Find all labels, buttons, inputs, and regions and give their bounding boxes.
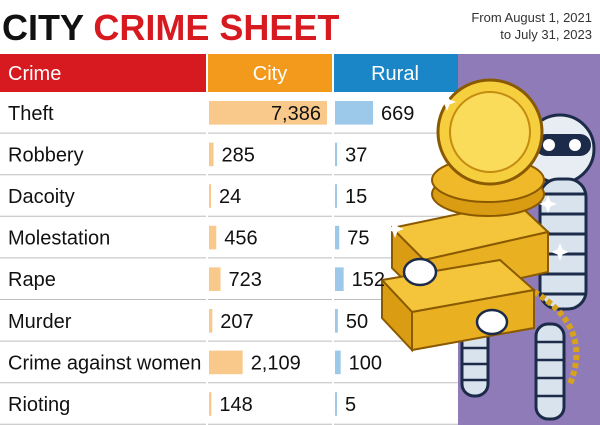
city-bar [209,350,243,375]
category-label: Murder [8,311,72,333]
rural-bar [335,225,340,250]
rural-value-label: 5 [345,394,356,416]
rural-bar [335,184,337,208]
col-header-crime: Crime [8,63,61,85]
rural-value-label: 15 [345,186,367,208]
rural-bar [335,309,338,333]
col-header-bg-rural [333,54,458,92]
city-value-label: 723 [229,269,262,291]
gold-robot-illustration [379,78,596,421]
date-line-1: From August 1, 2021 [471,10,592,25]
city-value-label: 207 [220,311,253,333]
robot-eye-right [569,139,581,151]
rural-value-label: 669 [381,103,414,125]
city-bar [209,225,217,250]
sparkle-icon [438,93,456,111]
city-bar [209,184,211,208]
rural-value-label: 37 [345,144,367,166]
city-value-label: 7,386 [271,103,321,125]
rural-value-label: 100 [349,352,382,374]
robot-leg-right [534,322,566,421]
category-label: Robbery [8,144,84,166]
col-header-city: City [253,63,287,85]
sparkle-icon [386,220,404,238]
date-range: From August 1, 2021 to July 31, 2023 [471,9,592,43]
category-label: Rioting [8,394,70,416]
city-bar [209,101,327,125]
city-value-label: 456 [224,228,257,250]
title-crime-sheet: CRIME SHEET [93,7,340,48]
rural-bar [335,101,373,125]
city-bar [209,267,221,291]
robot-eye-left [543,139,555,151]
rural-bar [335,267,344,291]
city-bar [209,309,213,333]
category-label: Rape [8,269,56,291]
col-header-bg-crime [0,54,207,92]
sparkle-icon [539,195,557,213]
rural-bar [335,142,338,167]
rural-bar [335,350,341,375]
category-label: Dacoity [8,186,75,208]
city-value-label: 24 [219,186,241,208]
rural-value-label: 50 [346,311,368,333]
date-line-2: to July 31, 2023 [500,27,592,42]
sparkle-icon [551,243,569,261]
city-value-label: 2,109 [251,352,301,374]
col-header-bg-city [207,54,333,92]
header: CITY CRIME SHEET From August 1, 2021 to … [0,0,600,54]
rural-bar [335,392,337,416]
category-label: Crime against women [8,352,201,374]
gold-coin-inner [449,91,531,173]
category-label: Theft [8,103,54,125]
rural-value-label: 152 [352,269,385,291]
city-value-label: 148 [219,394,252,416]
city-value-label: 285 [222,144,255,166]
crime-table: Crime City Rural Theft 7,386 669 Robbery 285 37 D… [0,54,600,425]
rural-value-label: 75 [347,228,369,250]
city-bar [209,392,212,416]
col-header-rural: Rural [371,63,419,85]
city-bar [209,142,214,167]
robot-hand-right [475,308,509,336]
title-city: CITY [2,7,84,48]
category-label: Molestation [8,228,110,250]
gold-bar-front [411,288,535,352]
robot-hand-left [402,257,438,287]
page-title: CITY CRIME SHEET [2,6,339,50]
